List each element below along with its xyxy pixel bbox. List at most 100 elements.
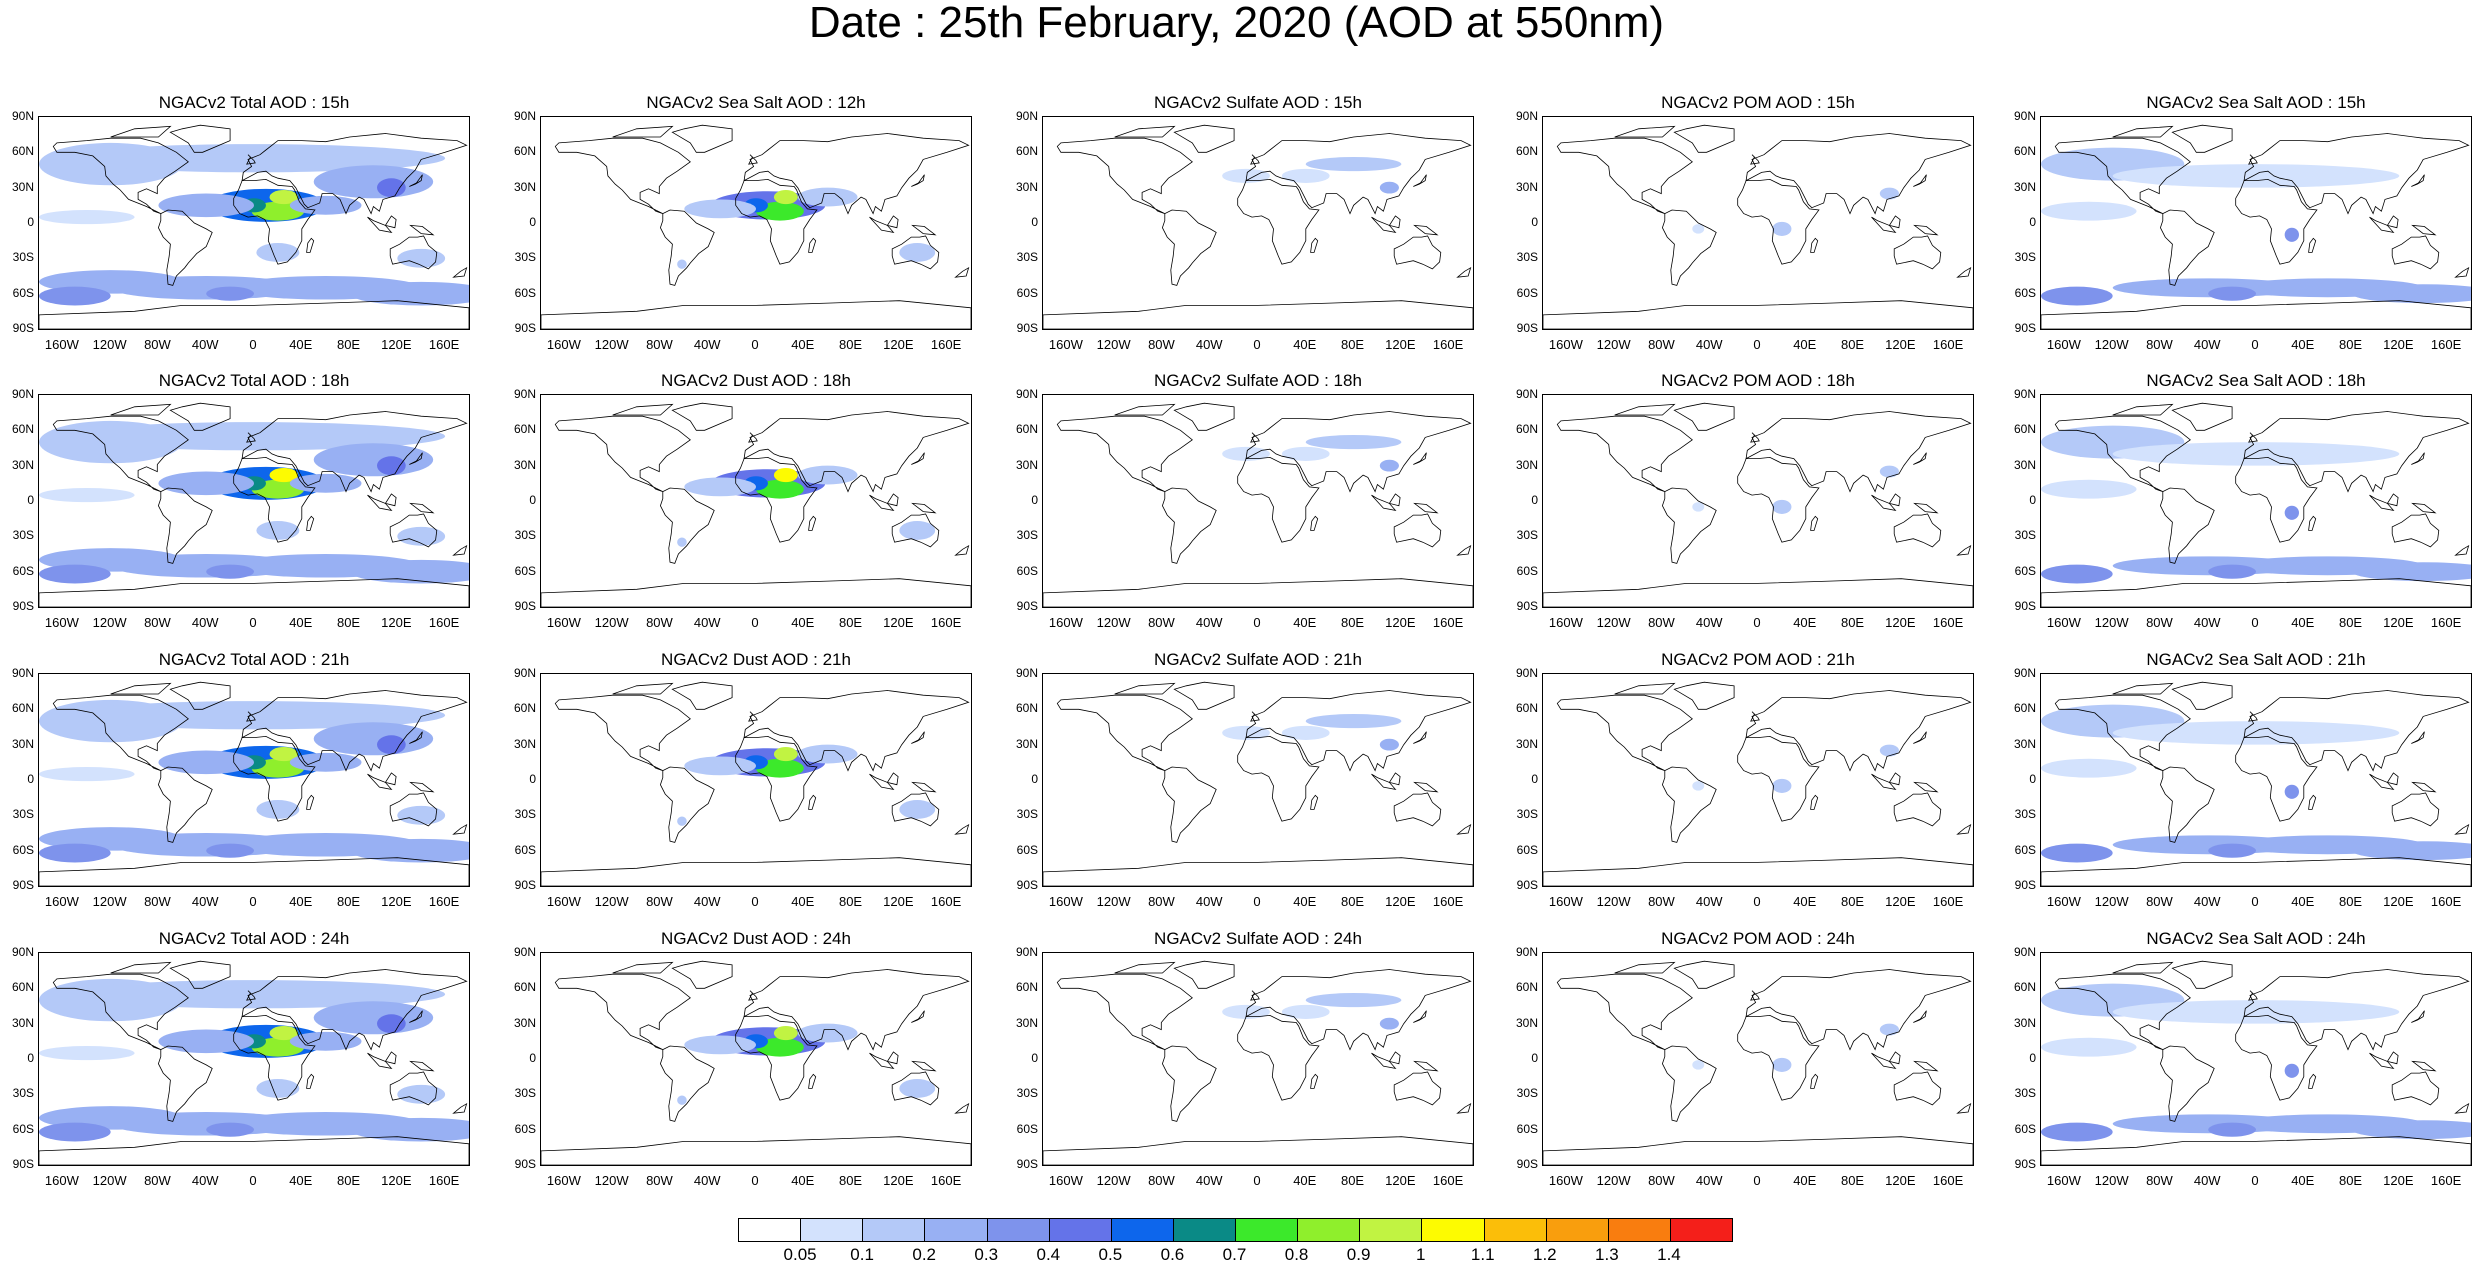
map-frame — [2040, 673, 2472, 887]
coastline-2 — [1237, 178, 1320, 265]
aod-plume-18 — [39, 767, 135, 782]
colorbar-label: 1.3 — [1595, 1245, 1619, 1264]
panel-title: NGACv2 Sea Salt AOD : 21h — [2146, 650, 2366, 669]
map-frame — [1042, 952, 1474, 1166]
latitude-label: 0 — [1531, 493, 1538, 507]
coastline-10 — [748, 990, 758, 1001]
latitude-label: 60S — [2014, 563, 2036, 578]
latitude-label: 60S — [514, 842, 536, 857]
latitude-label: 60S — [514, 285, 536, 300]
aod-plume-9 — [289, 473, 362, 493]
latitude-label: 90S — [2014, 599, 2036, 613]
latitude-label: 0 — [2029, 215, 2036, 229]
coastline-3 — [241, 411, 468, 493]
latitude-label: 90S — [12, 599, 34, 613]
longitude-label: 80E — [1840, 894, 1865, 909]
longitude-label: 80E — [2338, 1173, 2363, 1188]
coastline-7 — [2369, 494, 2395, 512]
coastline-1 — [659, 1045, 715, 1122]
map-frame — [38, 952, 470, 1166]
latitude-label: 60N — [1015, 422, 1038, 437]
longitude-label: 160E — [930, 615, 962, 630]
latitude-label: 60N — [513, 144, 536, 159]
coastline-9 — [409, 224, 435, 236]
longitude-label: 160W — [1048, 337, 1083, 352]
aod-plume-0 — [1305, 157, 1402, 172]
aod-plume-7 — [2112, 164, 2400, 188]
coastline-8 — [1388, 1051, 1401, 1065]
coastline-11 — [1913, 731, 1927, 744]
coastline-10 — [246, 432, 256, 443]
aod-plume-17 — [206, 843, 254, 858]
latitude-label: 90N — [513, 666, 536, 680]
coastline-5 — [169, 402, 231, 431]
coastline-3 — [2243, 133, 2470, 215]
longitude-label: 40W — [191, 894, 219, 909]
longitude-label: 40E — [2291, 615, 2315, 630]
longitude-label: 40W — [2193, 615, 2221, 630]
aod-plume-2 — [773, 468, 798, 483]
longitude-label: 0 — [1753, 615, 1761, 630]
longitude-label: 80E — [838, 615, 863, 630]
coastline-9 — [409, 502, 435, 514]
longitude-label: 80W — [1648, 1173, 1675, 1188]
coastline-12 — [954, 1102, 970, 1114]
longitude-label: 40W — [693, 1173, 721, 1188]
map-frame — [2040, 116, 2472, 330]
colorbar-label: 0.8 — [1284, 1245, 1309, 1264]
longitude-label: 160E — [1932, 615, 1964, 630]
aod-plume-2 — [773, 747, 798, 762]
coastline-4 — [1393, 1071, 1442, 1106]
aod-plume-16 — [39, 564, 111, 584]
latitude-label: 30N — [1515, 736, 1538, 751]
latitude-label: 90S — [514, 599, 536, 613]
longitude-label: 120W — [92, 1173, 127, 1188]
aod-plume-2 — [1692, 502, 1705, 512]
coastline-14 — [2041, 1136, 2471, 1165]
longitude-label: 160W — [1048, 894, 1083, 909]
latitude-label: 90N — [1015, 109, 1038, 123]
latitude-label: 60S — [2014, 285, 2036, 300]
coastline-12 — [1456, 266, 1472, 278]
latitude-label: 60S — [1016, 1121, 1038, 1136]
coastline-7 — [869, 1052, 895, 1070]
colorbar-label: 0.05 — [783, 1245, 817, 1264]
map-panel: NGACv2 Sea Salt AOD : 12h — [540, 94, 972, 330]
coastline-12 — [452, 544, 468, 556]
coastline-0 — [1556, 415, 1693, 492]
longitude-label: 40E — [2291, 894, 2315, 909]
colorbar-box — [1111, 1219, 1174, 1241]
coastline-1 — [1661, 766, 1717, 843]
aod-plume-1 — [1879, 744, 1899, 757]
aod-plume-15 — [349, 838, 469, 863]
longitude-label: 40E — [289, 615, 313, 630]
aod-plume-9 — [289, 1031, 362, 1051]
coastline-13 — [1614, 403, 1676, 416]
longitude-label: 40W — [1695, 1173, 1723, 1188]
coastline-5 — [1673, 124, 1735, 153]
coastline-1 — [2159, 1045, 2215, 1122]
aod-map — [541, 402, 971, 607]
longitude-label: 120W — [594, 1173, 629, 1188]
longitude-label: 0 — [751, 615, 759, 630]
aod-plume-11 — [256, 1079, 300, 1098]
longitude-label: 160E — [1932, 1173, 1964, 1188]
latitude-label: 60N — [2013, 422, 2036, 437]
aod-map — [1543, 124, 1973, 329]
coastline-8 — [1888, 1051, 1901, 1065]
longitude-label: 160E — [428, 894, 460, 909]
coastline-1 — [2159, 487, 2215, 564]
coastline-7 — [1371, 773, 1397, 791]
coastline-14 — [2041, 857, 2471, 886]
longitude-label: 80W — [2146, 894, 2173, 909]
map-frame — [540, 673, 972, 887]
aod-plume-6 — [62, 422, 446, 451]
colorbar-label: 0.7 — [1222, 1245, 1247, 1264]
map-panel: NGACv2 Sulfate AOD : 18h — [1042, 372, 1474, 608]
aod-plume-15 — [349, 281, 469, 306]
longitude-label: 120W — [2094, 615, 2129, 630]
coastline-8 — [886, 1051, 899, 1065]
aod-plume-7 — [677, 816, 687, 826]
latitude-label: 30S — [1516, 528, 1538, 543]
coastline-11 — [2411, 452, 2425, 465]
